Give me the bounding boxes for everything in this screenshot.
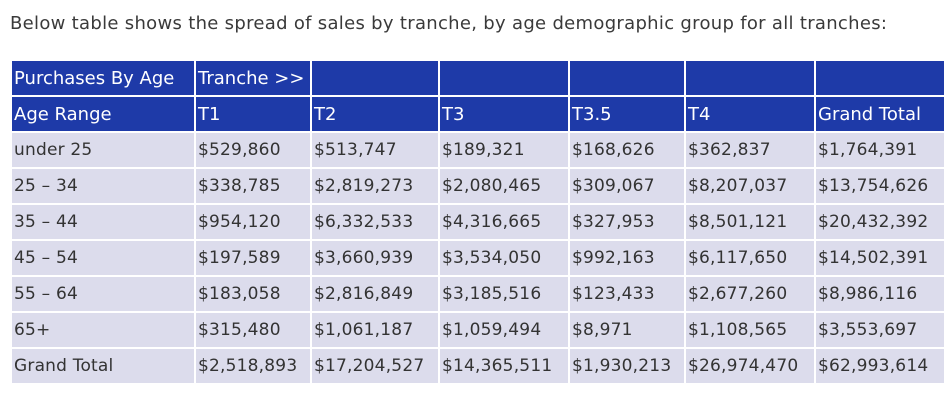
table-cell: Age Range xyxy=(10,95,196,133)
table-cell: $20,432,392 xyxy=(814,203,946,241)
table-cell: T4 xyxy=(684,95,816,133)
table-cell: $8,971 xyxy=(568,311,686,349)
table-cell: $14,365,511 xyxy=(438,347,570,385)
table-cell: Tranche >> xyxy=(194,59,312,97)
table-cell: $338,785 xyxy=(194,167,312,205)
table-cell: $8,501,121 xyxy=(684,203,816,241)
table-cell: $1,764,391 xyxy=(814,131,946,169)
table-cell: $1,061,187 xyxy=(310,311,440,349)
table-cell: T2 xyxy=(310,95,440,133)
table-cell: 55 – 64 xyxy=(10,275,196,313)
table-cell: 65+ xyxy=(10,311,196,349)
table-cell: 45 – 54 xyxy=(10,239,196,277)
sales-by-age-table: Purchases By Age Tranche >> Age Range T1 T2 T… xyxy=(10,59,946,385)
table-cell: $2,080,465 xyxy=(438,167,570,205)
table-cell: $529,860 xyxy=(194,131,312,169)
table-cell xyxy=(310,59,440,97)
table-row: 55 – 64 $183,058 $2,816,849 $3,185,516 $123,… xyxy=(10,275,946,313)
table-cell: $183,058 xyxy=(194,275,312,313)
table-cell: $8,986,116 xyxy=(814,275,946,313)
table-cell: $189,321 xyxy=(438,131,570,169)
table-cell: $309,067 xyxy=(568,167,686,205)
table-row: under 25 $529,860 $513,747 $189,321 $168,626… xyxy=(10,131,946,169)
table-body: Purchases By Age Tranche >> Age Range T1 T2 T… xyxy=(10,59,946,385)
table-cell: $2,677,260 xyxy=(684,275,816,313)
table-cell: $14,502,391 xyxy=(814,239,946,277)
table-cell: $327,953 xyxy=(568,203,686,241)
table-top-header-row: Purchases By Age Tranche >> xyxy=(10,59,946,97)
table-cell: $992,163 xyxy=(568,239,686,277)
table-cell: $3,534,050 xyxy=(438,239,570,277)
table-cell: $4,316,665 xyxy=(438,203,570,241)
table-cell: T3 xyxy=(438,95,570,133)
table-cell: $954,120 xyxy=(194,203,312,241)
table-cell: $513,747 xyxy=(310,131,440,169)
table-cell: $2,518,893 xyxy=(194,347,312,385)
table-row: 35 – 44 $954,120 $6,332,533 $4,316,665 $327,… xyxy=(10,203,946,241)
table-cell: $62,993,614 xyxy=(814,347,946,385)
table-column-header-row: Age Range T1 T2 T3 T3.5 T4 Grand Total xyxy=(10,95,946,133)
table-cell: $2,819,273 xyxy=(310,167,440,205)
table-row: 45 – 54 $197,589 $3,660,939 $3,534,050 $992,… xyxy=(10,239,946,277)
table-row: 25 – 34 $338,785 $2,819,273 $2,080,465 $309,… xyxy=(10,167,946,205)
table-cell: $1,930,213 xyxy=(568,347,686,385)
table-cell: Grand Total xyxy=(814,95,946,133)
table-cell: $6,117,650 xyxy=(684,239,816,277)
table-cell xyxy=(568,59,686,97)
table-cell: Grand Total xyxy=(10,347,196,385)
table-cell: $362,837 xyxy=(684,131,816,169)
table-cell: $8,207,037 xyxy=(684,167,816,205)
table-cell xyxy=(438,59,570,97)
table-cell: Purchases By Age xyxy=(10,59,196,97)
table-cell xyxy=(684,59,816,97)
table-cell: $6,332,533 xyxy=(310,203,440,241)
table-cell xyxy=(814,59,946,97)
table-cell: $13,754,626 xyxy=(814,167,946,205)
table-cell: under 25 xyxy=(10,131,196,169)
table-cell: $17,204,527 xyxy=(310,347,440,385)
table-cell: $3,660,939 xyxy=(310,239,440,277)
table-cell: $315,480 xyxy=(194,311,312,349)
table-cell: $1,108,565 xyxy=(684,311,816,349)
table-cell: $1,059,494 xyxy=(438,311,570,349)
intro-text: Below table shows the spread of sales by… xyxy=(10,13,888,34)
table-row: 65+ $315,480 $1,061,187 $1,059,494 $8,971 $1,… xyxy=(10,311,946,349)
table-cell: 25 – 34 xyxy=(10,167,196,205)
table-cell: $3,553,697 xyxy=(814,311,946,349)
table-cell: $123,433 xyxy=(568,275,686,313)
table-cell: 35 – 44 xyxy=(10,203,196,241)
table-row: Grand Total $2,518,893 $17,204,527 $14,365,… xyxy=(10,347,946,385)
table-cell: T1 xyxy=(194,95,312,133)
table-cell: $3,185,516 xyxy=(438,275,570,313)
table-cell: $2,816,849 xyxy=(310,275,440,313)
table-cell: $26,974,470 xyxy=(684,347,816,385)
table-cell: $197,589 xyxy=(194,239,312,277)
table-cell: T3.5 xyxy=(568,95,686,133)
table-cell: $168,626 xyxy=(568,131,686,169)
